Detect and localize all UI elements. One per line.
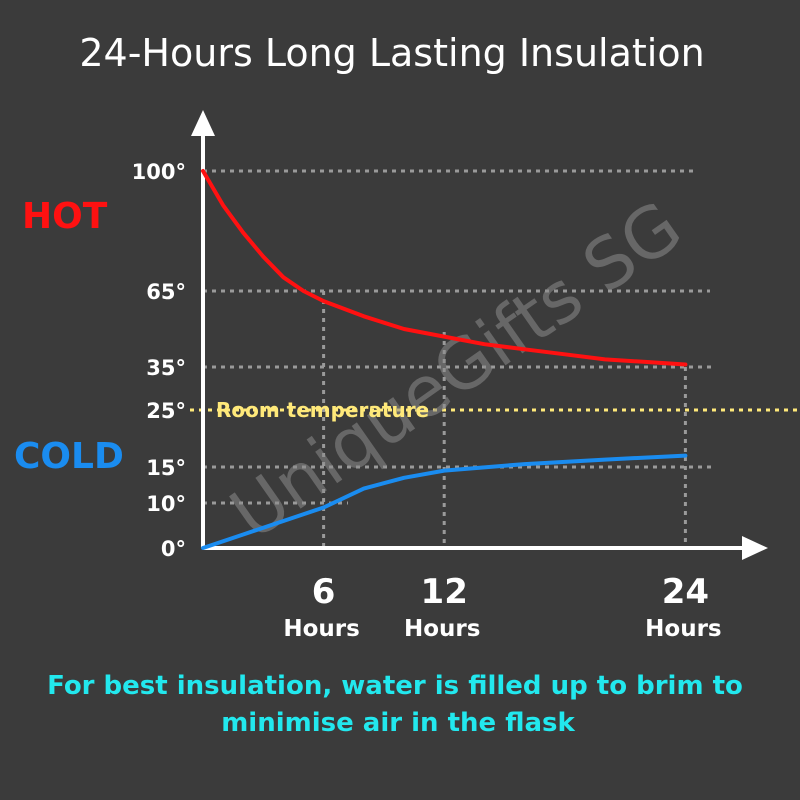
series (201, 169, 688, 550)
x-tick-label: 6 (312, 572, 336, 612)
y-tick-label: 15° (146, 456, 186, 480)
x-axis-arrow (742, 536, 768, 560)
room-temperature-label: Room temperature (216, 398, 429, 422)
note-line-2: minimise air in the flask (221, 708, 575, 738)
y-tick-label: 65° (146, 280, 186, 304)
x-tick-label: 12 (421, 572, 468, 612)
grid (203, 169, 712, 548)
x-tick-labels: 6 Hours 12 Hours 24 Hours (283, 572, 721, 642)
y-tick-label: 10° (146, 492, 186, 516)
x-tick-label: 24 (662, 572, 709, 612)
y-tick-label: 0° (161, 537, 186, 561)
series-line-cold (201, 453, 688, 550)
y-tick-label: 25° (146, 399, 186, 423)
legend-cold-label: COLD (14, 436, 124, 477)
watermark: UniqueGifts SG (216, 185, 696, 556)
x-tick-unit: Hours (283, 616, 359, 642)
axes (191, 110, 768, 560)
note-line-1: For best insulation, water is filled up … (47, 671, 743, 701)
y-axis-arrow (191, 110, 215, 136)
x-tick-unit: Hours (645, 616, 721, 642)
legend-hot-label: HOT (22, 196, 108, 237)
chart-title: 24-Hours Long Lasting Insulation (79, 31, 704, 75)
x-tick-unit: Hours (404, 616, 480, 642)
y-tick-label: 100° (132, 160, 186, 184)
series-line-hot (201, 169, 688, 367)
y-tick-label: 35° (146, 356, 186, 380)
y-tick-labels: 100° 65° 35° 25° 15° 10° 0° (132, 160, 186, 561)
